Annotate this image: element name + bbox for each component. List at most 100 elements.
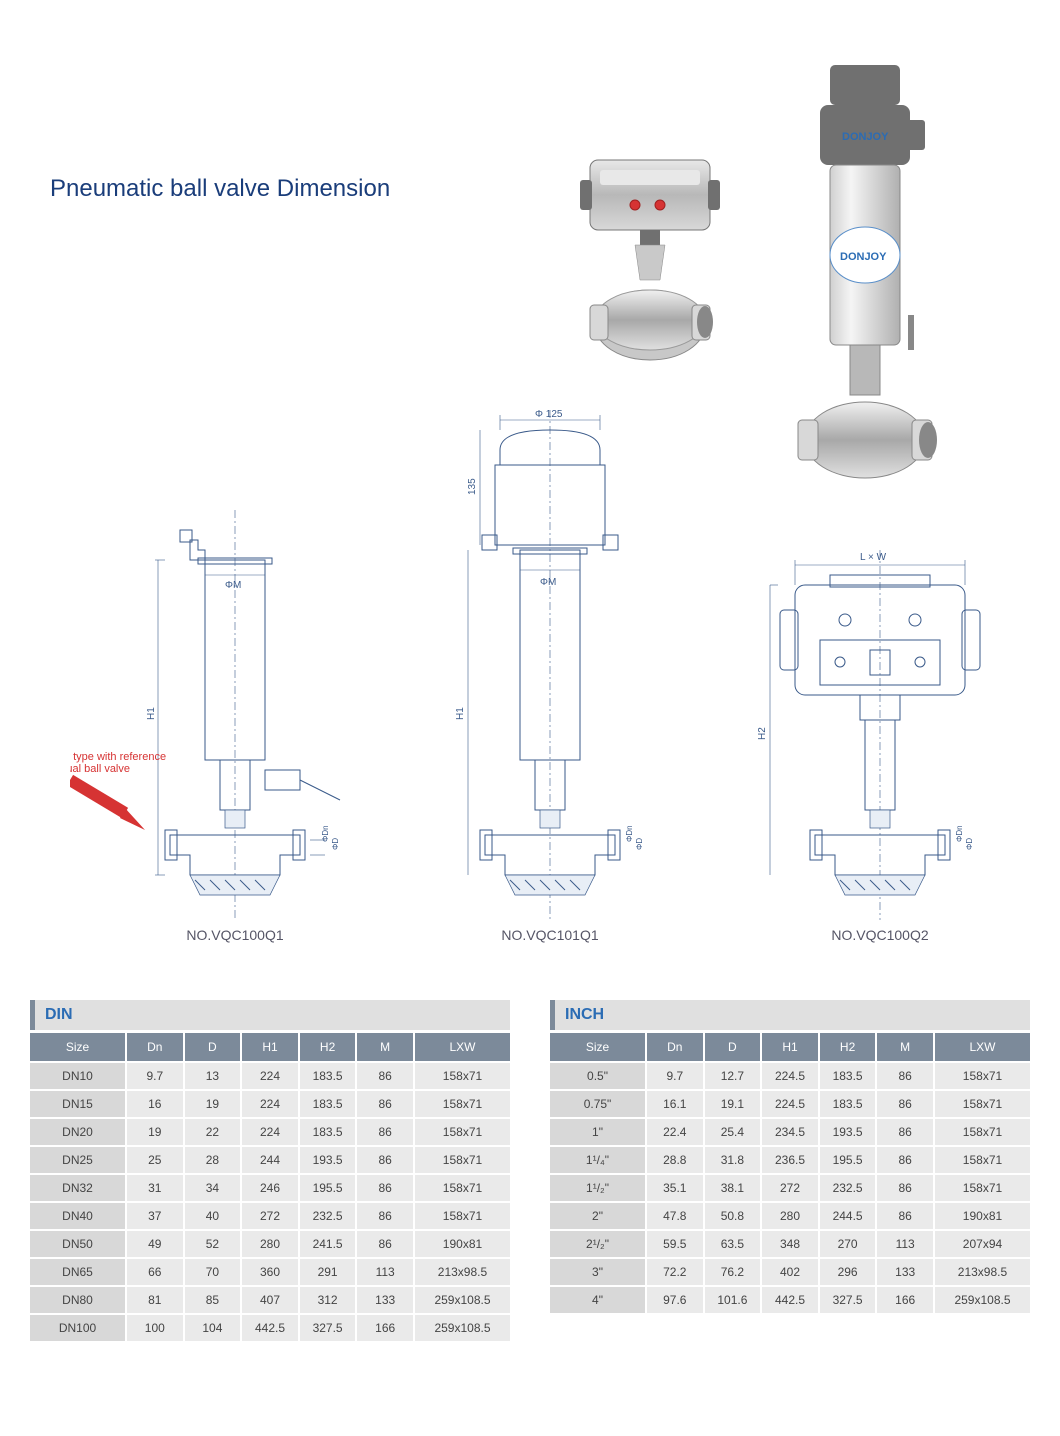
table-cell: 22 (184, 1118, 242, 1146)
table-row: DN201922224183.586158x71 (30, 1118, 510, 1146)
table-cell: 193.5 (819, 1118, 877, 1146)
table-cell: DN32 (30, 1174, 126, 1202)
table-cell: 158x71 (414, 1118, 510, 1146)
table-cell: 195.5 (299, 1174, 357, 1202)
table-cell: 31 (126, 1174, 184, 1202)
table-cell: 207x94 (934, 1230, 1030, 1258)
table-cell: 1" (550, 1118, 646, 1146)
table-cell: 246 (241, 1174, 299, 1202)
col-header: LXW (414, 1033, 510, 1062)
table-cell: DN80 (30, 1286, 126, 1314)
table-cell: 31.8 (704, 1146, 762, 1174)
table-cell: 86 (356, 1174, 414, 1202)
table-cell: 183.5 (819, 1062, 877, 1090)
table-cell: 407 (241, 1286, 299, 1314)
table-cell: 158x71 (414, 1146, 510, 1174)
table-cell: 2¹/₂" (550, 1230, 646, 1258)
table-row: 1¹/₂"35.138.1272232.586158x71 (550, 1174, 1030, 1202)
table-cell: 47.8 (646, 1202, 704, 1230)
table-cell: 224.5 (761, 1062, 819, 1090)
table-cell: 259x108.5 (934, 1286, 1030, 1313)
brand-label-text: DONJOY (840, 251, 887, 263)
table-cell: 442.5 (241, 1314, 299, 1341)
table-cell: DN10 (30, 1062, 126, 1090)
table-cell: 86 (876, 1146, 934, 1174)
table-cell: 86 (356, 1230, 414, 1258)
table-cell: 244.5 (819, 1202, 877, 1230)
table-cell: 9.7 (646, 1062, 704, 1090)
svg-text:ΦD: ΦD (331, 838, 340, 850)
table-cell: 213x98.5 (414, 1258, 510, 1286)
table-cell: 234.5 (761, 1118, 819, 1146)
table-cell: 224.5 (761, 1090, 819, 1118)
table-row: DN808185407312133259x108.5 (30, 1286, 510, 1314)
table-cell: DN15 (30, 1090, 126, 1118)
svg-text:135: 135 (467, 478, 478, 495)
table-row: DN504952280241.586190x81 (30, 1230, 510, 1258)
diagram-area: H1 ΦM ΦDn ΦD Body type with reference ma… (30, 410, 1030, 970)
table-cell: DN50 (30, 1230, 126, 1258)
brand-top: DONJOY (842, 131, 889, 143)
table-cell: 166 (876, 1286, 934, 1313)
diagram-3-label: NO.VQC100Q2 (831, 927, 928, 943)
table-cell: 0.75" (550, 1090, 646, 1118)
table-cell: 3" (550, 1258, 646, 1286)
table-row: 0.5"9.712.7224.5183.586158x71 (550, 1062, 1030, 1090)
table-cell: 158x71 (934, 1146, 1030, 1174)
table-cell: 86 (876, 1118, 934, 1146)
table-cell: 158x71 (414, 1090, 510, 1118)
table-cell: 50.8 (704, 1202, 762, 1230)
table-cell: 1¹/₂" (550, 1174, 646, 1202)
table-cell: 183.5 (299, 1090, 357, 1118)
din-title: DIN (30, 1000, 510, 1030)
table-cell: 236.5 (761, 1146, 819, 1174)
table-cell: 86 (876, 1062, 934, 1090)
table-cell: 19 (126, 1118, 184, 1146)
inch-table: SizeDnDH1H2MLXW 0.5"9.712.7224.5183.5861… (550, 1033, 1030, 1313)
table-cell: 9.7 (126, 1062, 184, 1090)
table-cell: 86 (876, 1090, 934, 1118)
table-cell: 259x108.5 (414, 1286, 510, 1314)
table-cell: 25 (126, 1146, 184, 1174)
table-cell: 86 (876, 1202, 934, 1230)
svg-text:H1: H1 (455, 707, 466, 720)
table-row: 1"22.425.4234.5193.586158x71 (550, 1118, 1030, 1146)
table-cell: DN100 (30, 1314, 126, 1341)
table-cell: 25.4 (704, 1118, 762, 1146)
table-cell: 158x71 (934, 1090, 1030, 1118)
svg-text:ΦD: ΦD (965, 838, 974, 850)
table-cell: 402 (761, 1258, 819, 1286)
diagram-2-label: NO.VQC101Q1 (501, 927, 598, 943)
table-cell: 34 (184, 1174, 242, 1202)
din-table-wrap: DIN SizeDnDH1H2MLXW DN109.713224183.5861… (30, 1000, 510, 1341)
table-cell: 158x71 (934, 1174, 1030, 1202)
col-header: H1 (241, 1033, 299, 1062)
table-cell: 133 (356, 1286, 414, 1314)
page-title: Pneumatic ball valve Dimension (50, 175, 390, 203)
table-cell: 224 (241, 1118, 299, 1146)
table-cell: 86 (356, 1146, 414, 1174)
col-header: H1 (761, 1033, 819, 1062)
table-cell: 104 (184, 1314, 242, 1341)
table-cell: 28.8 (646, 1146, 704, 1174)
table-cell: 158x71 (414, 1062, 510, 1090)
table-cell: 86 (876, 1174, 934, 1202)
table-cell: 86 (356, 1090, 414, 1118)
table-cell: 272 (761, 1174, 819, 1202)
table-cell: 40 (184, 1202, 242, 1230)
table-cell: 327.5 (819, 1286, 877, 1313)
col-header: H2 (819, 1033, 877, 1062)
diagram-vqc100q1: H1 ΦM ΦDn ΦD Body type with reference ma… (70, 410, 370, 970)
table-cell: 81 (126, 1286, 184, 1314)
table-cell: 312 (299, 1286, 357, 1314)
table-row: DN100100104442.5327.5166259x108.5 (30, 1314, 510, 1341)
table-row: 2¹/₂"59.563.5348270113207x94 (550, 1230, 1030, 1258)
table-cell: DN40 (30, 1202, 126, 1230)
table-cell: 52 (184, 1230, 242, 1258)
table-row: DN109.713224183.586158x71 (30, 1062, 510, 1090)
table-cell: 16 (126, 1090, 184, 1118)
table-cell: DN65 (30, 1258, 126, 1286)
table-cell: 442.5 (761, 1286, 819, 1313)
table-cell: 38.1 (704, 1174, 762, 1202)
din-table: SizeDnDH1H2MLXW DN109.713224183.586158x7… (30, 1033, 510, 1341)
